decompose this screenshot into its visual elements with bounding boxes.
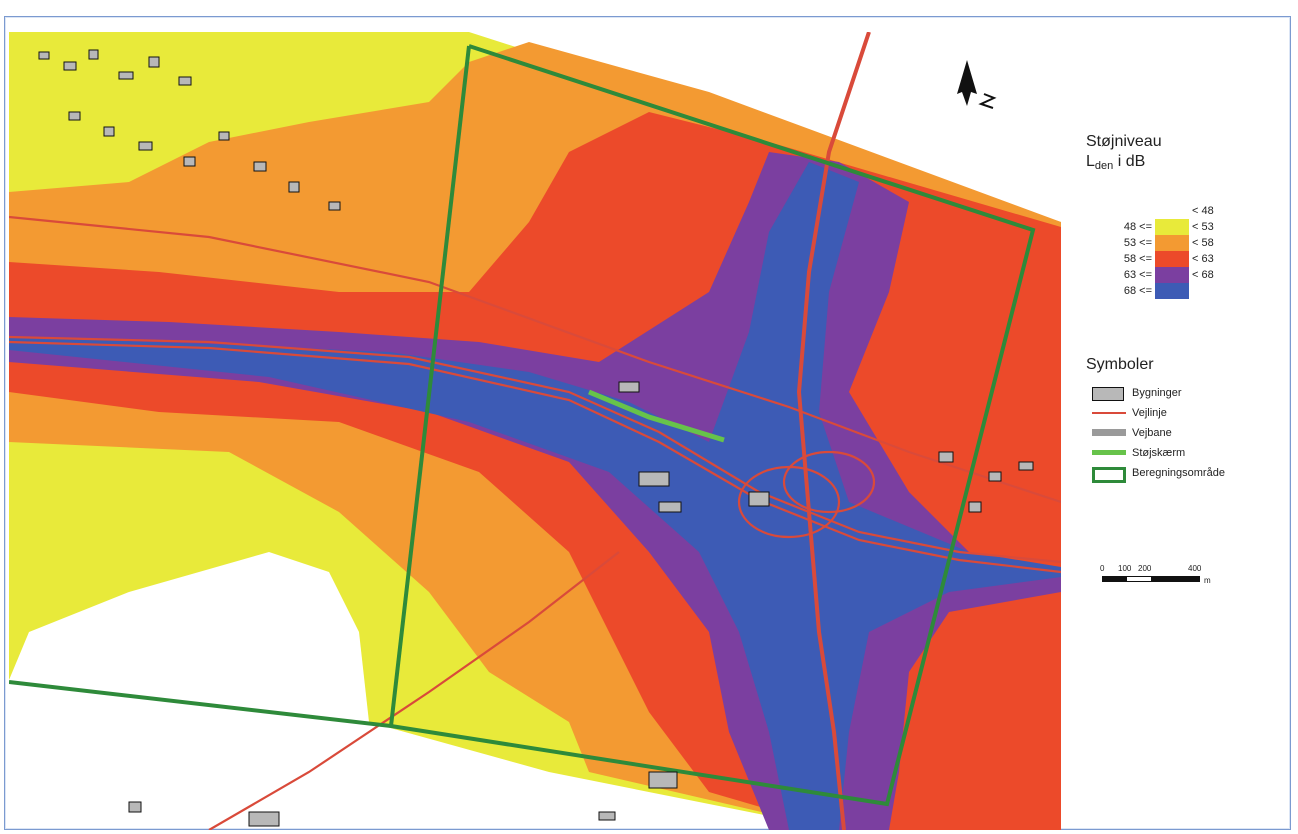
- north-arrow-icon: [957, 60, 997, 109]
- symbols-title: Symboler: [1086, 356, 1154, 373]
- noise-barrier: [588, 389, 725, 443]
- zone-68-plus: [9, 162, 1061, 830]
- road-lines: [9, 32, 1061, 830]
- symbol-row: Bygninger: [1086, 384, 1286, 402]
- calculation-area: [9, 44, 1036, 807]
- symbol-row: Vejbane: [1086, 424, 1286, 442]
- legend-row: 58 <= < 63: [1123, 251, 1214, 267]
- symbol-row: Beregningsområde: [1086, 464, 1286, 483]
- legend-subtitle: Lden i dB: [1086, 153, 1146, 172]
- noise-barrier-icon: [1092, 450, 1126, 455]
- legend-swatch: [1155, 283, 1189, 299]
- buildings: [38, 49, 1034, 827]
- legend-row: 48 <= < 53: [1123, 219, 1214, 235]
- legend-title: Støjniveau: [1086, 133, 1162, 150]
- scale-bar: 0 100 200 400 m: [1100, 564, 1211, 585]
- carriageway-icon: [1092, 429, 1126, 436]
- legend-row: 53 <= < 58: [1123, 235, 1214, 251]
- legend-swatch: [1155, 235, 1189, 251]
- legend-swatch: [1155, 219, 1189, 235]
- legend-row: 68 <=: [1086, 283, 1226, 299]
- legend-top-label: < 48: [1192, 205, 1214, 217]
- noise-map: [9, 32, 1061, 830]
- zone-below-48: [9, 552, 369, 722]
- symbol-row: Støjskærm: [1086, 444, 1286, 462]
- legend-swatch: [1155, 267, 1189, 283]
- noise-level-legend: < 48 48 <= < 53 53 <= < 58 58 <= < 63 63…: [1086, 203, 1226, 313]
- legend-swatch: [1155, 251, 1189, 267]
- calc-area-icon: [1092, 467, 1126, 483]
- legend-row: 63 <= < 68: [1123, 267, 1214, 283]
- road-line-icon: [1092, 412, 1126, 414]
- calculation-area-left: [389, 45, 471, 727]
- map-legend: Støjniveau Lden i dB < 48 48 <= < 53 53 …: [1086, 132, 1286, 585]
- symbol-row: Vejlinje: [1086, 404, 1286, 422]
- building-icon: [1092, 387, 1124, 401]
